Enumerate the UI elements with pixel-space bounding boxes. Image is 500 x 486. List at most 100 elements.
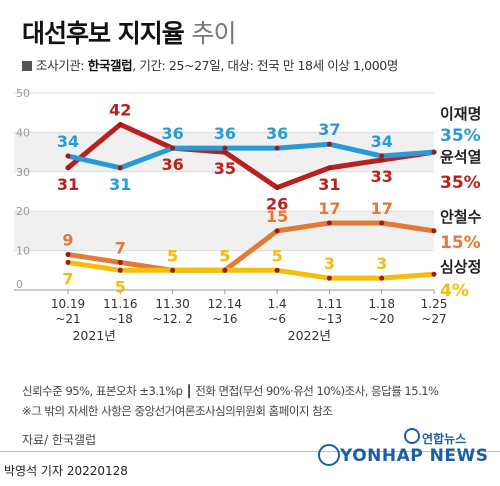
data-label-yoon: 31 [57, 175, 79, 194]
series-line-yoon [66, 122, 435, 191]
x-tick-label: 1.4 [268, 297, 287, 311]
x-tick-label: 11.30 [155, 297, 189, 311]
data-point-lee [222, 145, 228, 151]
x-tick-label: 1.25 [421, 297, 448, 311]
data-point-shim [117, 267, 123, 273]
series-line-lee [67, 141, 435, 171]
x-tick-label-range: ~21 [55, 312, 80, 326]
data-label-yoon: 26 [266, 195, 288, 214]
data-label-yoon: 36 [161, 155, 183, 174]
y-tick-label: 20 [16, 205, 30, 218]
footnote-reference: ※그 밖의 자세한 사항은 중앙선거여론조사심의위원회 홈페이지 참조 [22, 404, 333, 418]
yonhap-logo: 연합뉴스 YONHAP NEWS [318, 428, 494, 480]
year-label-2022: 2022년 [288, 328, 331, 343]
subtitle-agency: 한국갤럽 [87, 58, 133, 73]
data-point-lee [117, 165, 123, 171]
data-label-shim: 5 [272, 246, 283, 265]
data-point-ahn [379, 220, 385, 226]
x-tick-label: 1.11 [316, 297, 343, 311]
data-label-lee: 34 [371, 132, 393, 151]
legend-value-yoon: 35% [440, 173, 481, 193]
logo-small-ring-icon [404, 428, 420, 444]
data-point-shim [65, 259, 71, 265]
byline: 박영석 기자 20220128 [4, 464, 128, 478]
data-point-shim [170, 267, 176, 273]
x-tick-label-range: ~20 [369, 312, 394, 326]
data-point-yoon [274, 185, 280, 191]
subtitle-rest: , 기간: 25~27일, 대상: 전국 만 18세 이상 1,000명 [132, 58, 398, 73]
subtitle-prefix: 조사기관: [36, 58, 85, 73]
data-point-ahn [326, 220, 332, 226]
x-tick-label: 10.19 [51, 297, 85, 311]
legend-value-ahn: 15% [440, 233, 481, 253]
data-point-yoon [326, 165, 332, 171]
x-tick-label-range: ~13 [317, 312, 342, 326]
data-label-ahn: 17 [371, 199, 393, 218]
data-point-lee [170, 145, 176, 151]
data-point-lee [326, 141, 332, 147]
legend-name-lee: 이재명 [440, 105, 481, 123]
data-point-shim [379, 275, 385, 281]
data-label-yoon: 33 [371, 167, 393, 186]
legend-value-shim: 4% [440, 281, 469, 301]
data-point-ahn [274, 228, 280, 234]
data-point-ahn [65, 252, 71, 258]
data-label-ahn: 15 [266, 207, 288, 226]
chart-title: 대선후보 지지율 추이 [22, 14, 236, 50]
legend-value-lee: 35% [440, 126, 481, 146]
data-point-yoon [222, 149, 228, 155]
logo-agency-name: 연합뉴스 [422, 432, 467, 446]
footnote-method: 신뢰수준 95%, 표본오차 ±3.1%p ┃ 전화 면접(무선 90%·유선 … [22, 384, 439, 398]
data-label-shim: 5 [167, 246, 178, 265]
title-light: 추이 [191, 19, 236, 48]
data-label-ahn: 17 [318, 199, 340, 218]
square-icon [22, 61, 32, 71]
data-point-shim [274, 267, 280, 273]
data-label-lee: 34 [57, 132, 79, 151]
data-point-ahn [431, 228, 437, 234]
x-tick-label-range: ~18 [108, 312, 133, 326]
data-point-shim [222, 267, 228, 273]
grid-band [14, 211, 434, 251]
series-line-ahn [67, 220, 435, 273]
data-label-ahn: 9 [62, 231, 73, 250]
legend-name-shim: 심상정 [440, 258, 481, 276]
x-tick-label-range: ~6 [268, 312, 286, 326]
x-tick-label-range: ~16 [212, 312, 237, 326]
data-label-ahn: 5 [219, 246, 230, 265]
data-label-shim: 3 [324, 254, 335, 273]
data-label-shim: 5 [115, 277, 126, 296]
data-point-yoon [379, 157, 385, 163]
legend-name-yoon: 윤석열 [440, 148, 481, 166]
data-point-lee [65, 153, 71, 159]
x-tick-label: 11.16 [103, 297, 137, 311]
data-label-ahn: 5 [167, 246, 178, 265]
data-label-lee: 36 [214, 124, 236, 143]
data-label-lee: 31 [109, 175, 131, 194]
data-point-shim [431, 271, 437, 277]
data-label-shim: 3 [376, 254, 387, 273]
data-point-ahn [117, 259, 123, 265]
data-label-lee: 37 [318, 120, 340, 139]
x-tick-label: 1.18 [368, 297, 395, 311]
data-label-yoon: 42 [109, 101, 131, 120]
y-tick-label: 40 [16, 126, 30, 139]
source-label: 자료/ 한국갤럽 [22, 433, 97, 447]
x-tick-label-range: ~27 [421, 312, 446, 326]
data-point-lee [431, 149, 437, 155]
series-line-shim [67, 259, 435, 281]
y-tick-label: 30 [16, 166, 30, 179]
data-point-yoon [117, 122, 123, 128]
divider [0, 451, 500, 452]
data-label-yoon: 31 [318, 175, 340, 194]
x-tick-label-range: ~12. 2 [152, 312, 193, 326]
x-tick-label: 12.14 [208, 297, 242, 311]
y-tick-label: 50 [16, 87, 30, 100]
line-chart: 0 10 20 30 40 50 10.19~21 11.16~18 11.30~12. 2 12… [14, 87, 482, 343]
data-label-shim: 7 [62, 269, 73, 288]
legend-name-ahn: 안철수 [440, 208, 482, 226]
data-point-lee [379, 153, 385, 159]
logo-ring-icon [318, 444, 340, 466]
data-label-ahn: 7 [115, 238, 126, 257]
data-label-yoon: 35 [214, 159, 236, 178]
